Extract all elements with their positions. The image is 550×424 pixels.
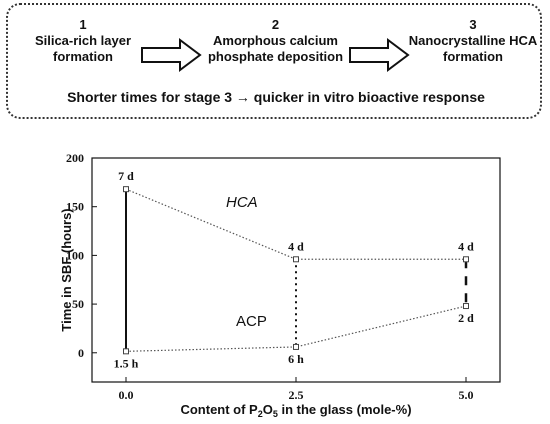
series-label-acp: ACP [236,313,267,330]
x-axis-label-sub1: 2 [258,409,263,419]
marker-hca-2 [463,256,469,263]
marker-acp-2 [463,303,469,310]
y-tick-label-3: 150 [66,200,84,214]
stage-2-label-line2: phosphate deposition [207,49,344,64]
marker-acp-1 [293,343,299,350]
point-labels: 7 d 4 d 4 d 1.5 h 6 h 2 d [114,169,475,370]
x-axis-label: Content of P2O5 in the glass (mole-%) [180,402,411,419]
y-axis-label: Time in SBF (hours) [59,208,74,331]
chart: 0 50 100 150 200 0.0 2.5 5.0 7 d 4 d 4 d 1.5 h 6 h… [59,151,501,419]
x-tick-label-1: 2.5 [289,388,304,402]
stage-1-label-line1: Silica-rich layer [34,33,132,48]
summary-after: quicker in vitro bioactive response [249,89,485,105]
x-tick-label-0: 0.0 [119,388,134,402]
point-label-acp-0: 1.5 h [114,356,139,370]
point-label-hca-0: 7 d [118,169,134,183]
marker-hca-1 [293,256,299,263]
stage-2-label-line1: Amorphous calcium [213,33,338,48]
point-label-acp-1: 6 h [288,352,304,366]
x-tick-label-2: 5.0 [459,388,474,402]
y-tick-label-1: 50 [72,297,84,311]
stage-1-label-line2: formation [53,49,113,64]
summary-before: Shorter times for stage 3 [67,89,236,105]
stage-1: 1 Silica-rich layer formation [8,17,158,65]
stage-3-label-line1: Nanocrystalline HCA [408,33,538,48]
stage-arrow-1-icon [141,38,202,72]
stage-2-number: 2 [271,17,280,32]
y-tick-label-4: 200 [66,151,84,165]
summary-text: Shorter times for stage 3 → quicker in v… [8,89,544,105]
point-label-acp-2: 2 d [458,311,474,325]
x-axis-label-sub2: 5 [273,409,278,419]
series-lines [125,188,467,352]
x-axis-label-part3: in the glass (mole-%) [278,402,412,417]
x-axis: 0.0 2.5 5.0 [119,377,474,402]
stage-1-number: 1 [79,17,87,32]
point-label-hca-2: 4 d [458,239,474,253]
stage-2: 2 Amorphous calcium phosphate deposition [193,17,358,65]
marker-hca-0 [123,186,129,193]
y-tick-label-2: 100 [66,248,84,262]
stage-arrow-2-icon [349,38,410,72]
markers [123,186,469,355]
x-axis-label-part2: O [263,402,273,417]
y-axis: 0 50 100 150 200 [66,151,97,360]
series-label-hca: HCA [226,194,258,211]
stage-3-number: 3 [469,17,477,32]
y-tick-label-0: 0 [78,346,84,360]
point-label-hca-1: 4 d [288,239,304,253]
marker-acp-0 [123,348,129,355]
stage-3-label-line2: formation [443,49,503,64]
series-line-acp [125,305,467,352]
x-axis-label-part1: Content of P [180,402,258,417]
right-arrow-icon: → [235,89,250,105]
stage-3: 3 Nanocrystalline HCA formation [398,17,548,65]
stage-scheme-box: 1 Silica-rich layer formation 2 Amorphou… [6,3,542,119]
vertical-connectors [125,189,468,352]
